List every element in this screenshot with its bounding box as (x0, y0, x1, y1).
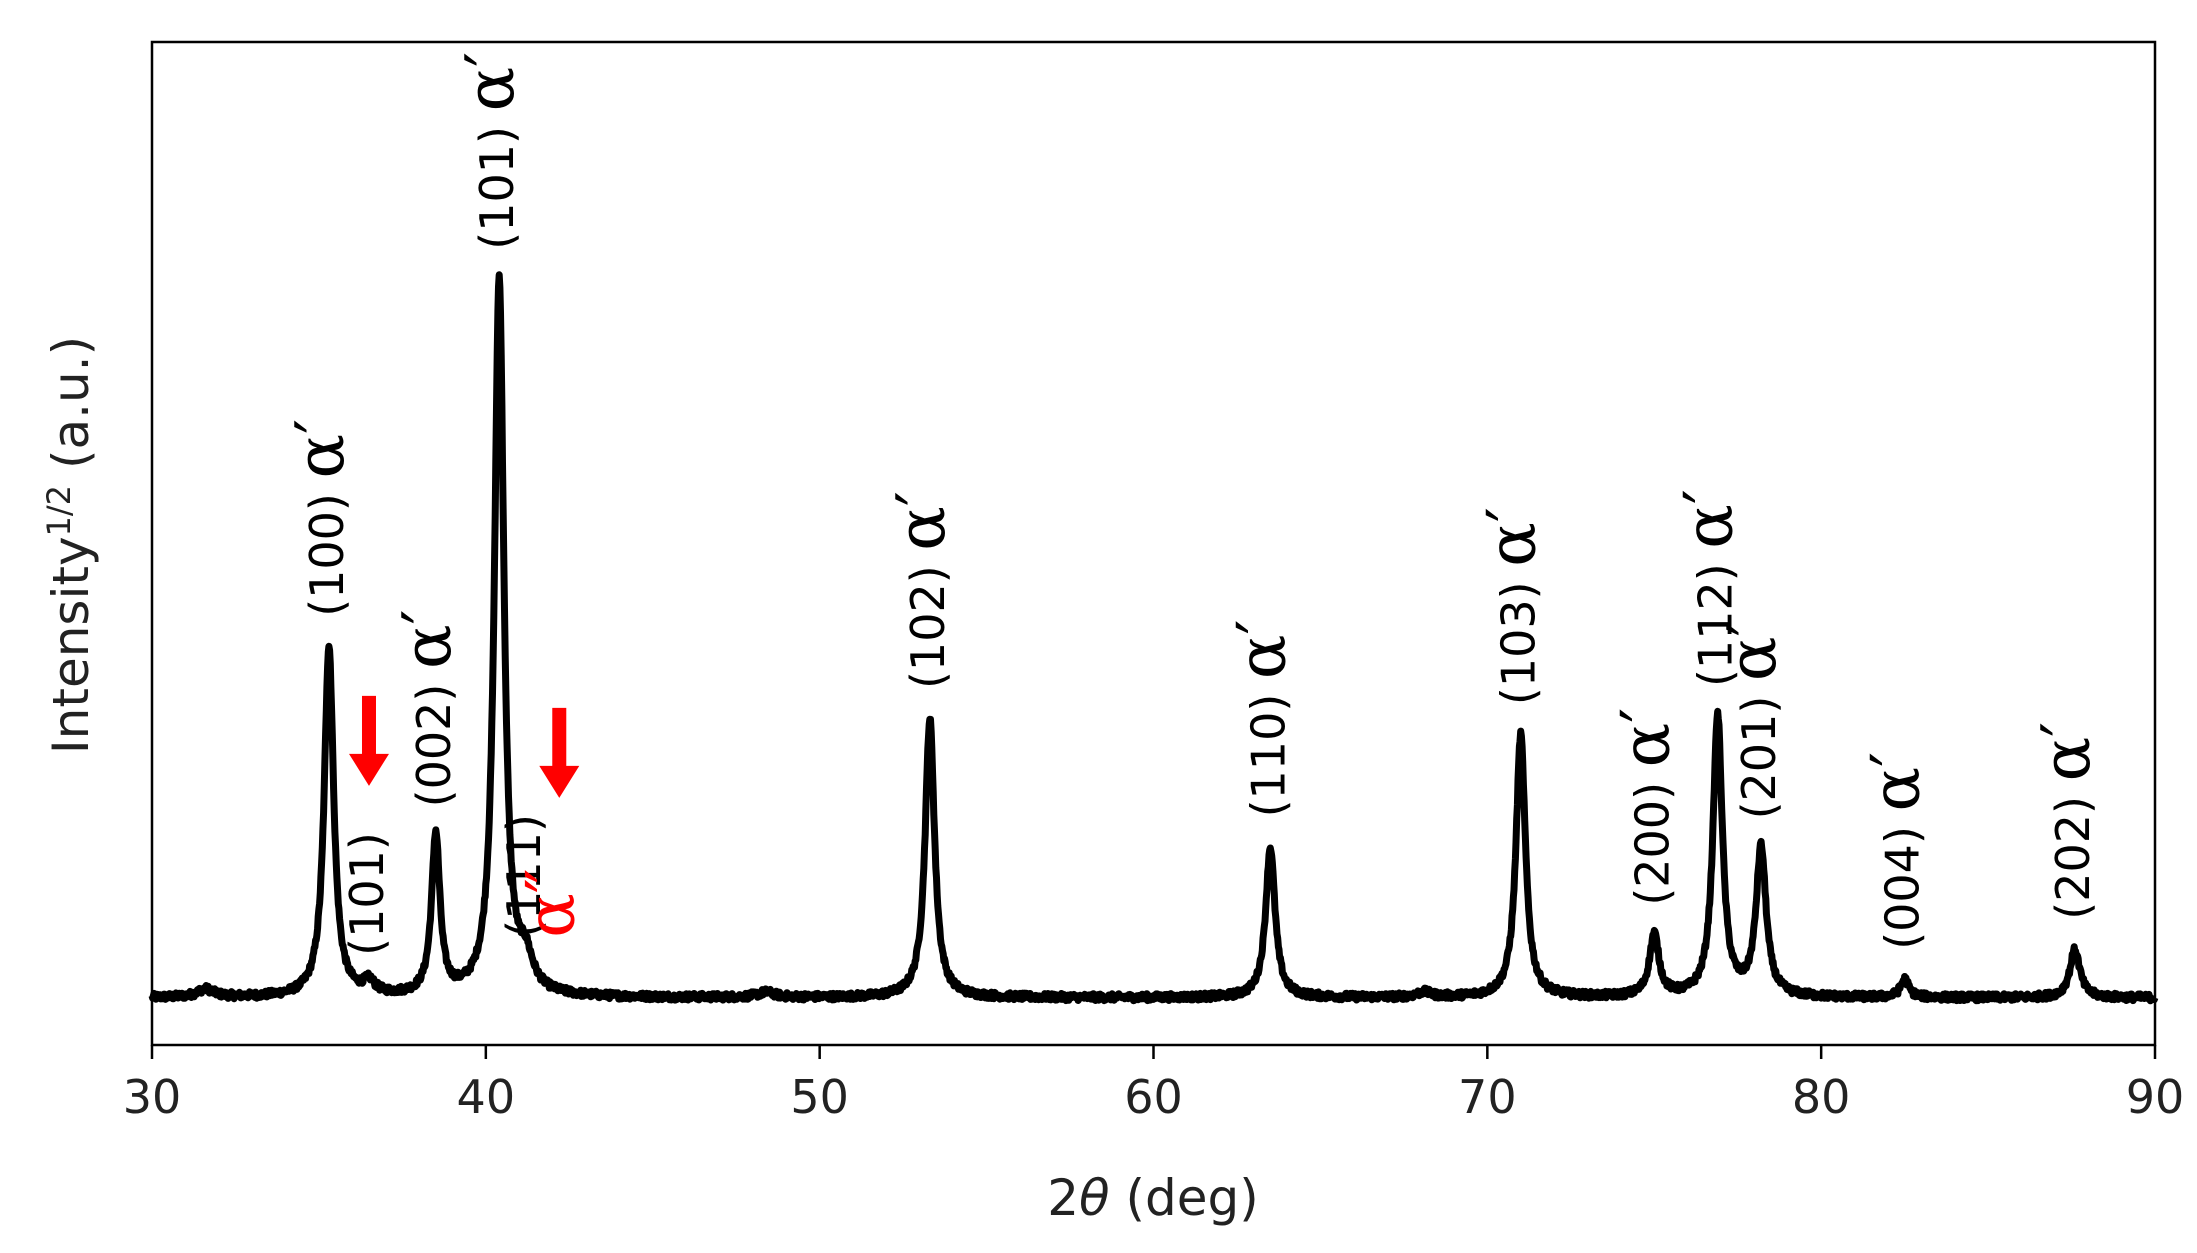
hkl-label: (101) (340, 832, 394, 956)
hkl-label: (110) (1241, 679, 1295, 817)
x-tick-label: 70 (1458, 1070, 1517, 1124)
peak-label: (101) α′ (452, 52, 529, 250)
hkl-label: (201) (1732, 681, 1786, 819)
x-tick-label: 80 (1792, 1070, 1851, 1124)
phase-symbol: α′ (389, 609, 466, 669)
x-tick-label: 50 (790, 1070, 849, 1124)
hkl-label: (112) (1689, 549, 1743, 687)
peak-label: (100) α′ (282, 419, 359, 617)
hkl-label: (102) (901, 551, 955, 689)
hkl-label: (200) (1625, 767, 1679, 905)
peak-label: (200) α′ (1607, 708, 1684, 906)
peak-label: (112) α′ (1671, 489, 1748, 687)
peak-label: (110) α′ (1223, 620, 1300, 818)
phase-arrows (348, 695, 580, 798)
x-tick-label: 40 (457, 1070, 516, 1124)
red-arrow (539, 707, 580, 798)
hkl-label: (100) (300, 478, 354, 616)
phase-symbol: α′ (1714, 622, 1791, 682)
hkl-label: (004) (1876, 811, 1930, 949)
peak-label: (102) α′ (883, 491, 960, 689)
x-tick-label: 30 (123, 1070, 182, 1124)
phase-symbol: α′ (452, 52, 529, 112)
peak-label: α″ (512, 869, 589, 938)
phase-symbol: α′ (2028, 722, 2105, 782)
red-arrow (348, 695, 389, 786)
x-tick-label: 60 (1124, 1070, 1183, 1124)
hkl-label: (101) (470, 111, 524, 249)
phase-symbol: α′ (282, 419, 359, 479)
phase-symbol: α′ (1671, 489, 1748, 549)
phase-symbol: α′ (1607, 708, 1684, 768)
x-axis-title: 2θ (deg) (1047, 1169, 1259, 1227)
y-axis-title: Intensity1/2 (a.u.) (40, 336, 100, 754)
peak-label: (201) α′ (1714, 622, 1791, 820)
series-line (148, 271, 2159, 1005)
hkl-label: (002) (407, 669, 461, 807)
x-axis-ticks: 30 40 50 60 70 80 90 (123, 1045, 2185, 1124)
peak-label: (002) α′ (389, 609, 466, 807)
phase-symbol: α′ (1858, 752, 1935, 812)
peak-label: (004) α′ (1858, 752, 1935, 950)
peak-label: (111) (497, 814, 551, 938)
peak-label: (103) α′ (1474, 507, 1551, 705)
hkl-label: (103) (1492, 567, 1546, 705)
phase-symbol: α′ (883, 491, 960, 551)
hkl-label: (111) (497, 814, 551, 938)
peak-label: (202) α′ (2028, 722, 2105, 920)
phase-symbol: α′ (1223, 620, 1300, 680)
plot-frame (150, 40, 2157, 1047)
plot-area (148, 40, 2159, 1047)
peak-annotations: (100) α′(101)(002) α′(101) α′(111)α″(102… (282, 52, 2105, 956)
peak-label: (101) (340, 832, 394, 956)
phase-symbol: α″ (512, 869, 589, 938)
hkl-label: (202) (2046, 781, 2100, 919)
x-tick-label: 90 (2126, 1070, 2185, 1124)
phase-symbol: α′ (1474, 507, 1551, 567)
